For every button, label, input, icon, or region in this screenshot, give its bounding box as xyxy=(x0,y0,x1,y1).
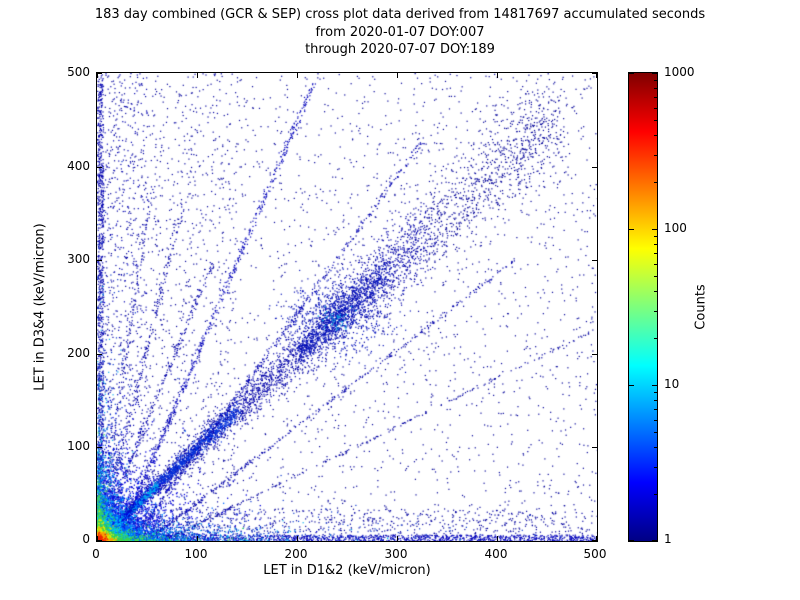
x-tick-label: 500 xyxy=(583,547,607,561)
y-tick xyxy=(97,540,102,541)
x-tick xyxy=(97,536,98,541)
colorbar-tick-label: 1000 xyxy=(664,65,695,79)
colorbar-minor-tick xyxy=(654,432,657,433)
y-tick xyxy=(97,73,102,74)
title-line-1: 183 day combined (GCR & SEP) cross plot … xyxy=(94,7,706,22)
x-tick-top xyxy=(97,73,98,78)
y-tick-label: 100 xyxy=(67,439,90,453)
y-tick-label: 0 xyxy=(82,532,90,546)
colorbar-minor-tick xyxy=(654,447,657,448)
x-tick xyxy=(197,536,198,541)
y-tick-label: 500 xyxy=(67,65,90,79)
colorbar-minor-tick xyxy=(654,97,657,98)
x-tick-top xyxy=(397,73,398,78)
y-tick-right xyxy=(592,260,597,261)
colorbar-minor-tick xyxy=(654,409,657,410)
y-tick-right xyxy=(592,73,597,74)
y-tick-label: 400 xyxy=(67,159,90,173)
colorbar-minor-tick xyxy=(654,311,657,312)
colorbar-minor-tick xyxy=(654,88,657,89)
title-line-2: from 2020-01-07 DOY:007 xyxy=(315,24,485,40)
x-tick-label: 100 xyxy=(184,547,208,561)
colorbar-minor-tick xyxy=(654,244,657,245)
colorbar-minor-tick xyxy=(654,338,657,339)
colorbar-label: Counts xyxy=(693,284,709,330)
y-tick xyxy=(97,167,102,168)
colorbar-tick-label: 1 xyxy=(664,532,672,546)
plot-title: 183 day combined (GCR & SEP) cross plot … xyxy=(0,6,800,59)
x-tick-top xyxy=(596,73,597,78)
colorbar-tick xyxy=(652,385,657,386)
colorbar-minor-tick xyxy=(654,236,657,237)
colorbar-tick-left xyxy=(629,229,634,230)
y-tick-right xyxy=(592,167,597,168)
colorbar-minor-tick xyxy=(654,155,657,156)
x-axis-label: LET in D1&2 (keV/micron) xyxy=(263,563,431,578)
y-tick-right xyxy=(592,447,597,448)
title-line-3: through 2020-07-07 DOY:189 xyxy=(305,42,495,57)
y-tick xyxy=(97,447,102,448)
x-tick xyxy=(297,536,298,541)
x-tick-label: 0 xyxy=(92,547,100,561)
y-tick xyxy=(97,260,102,261)
colorbar-minor-tick xyxy=(654,467,657,468)
x-tick-top xyxy=(497,73,498,78)
colorbar xyxy=(628,72,658,542)
colorbar-minor-tick xyxy=(654,400,657,401)
colorbar-tick xyxy=(652,229,657,230)
colorbar-minor-tick xyxy=(654,276,657,277)
colorbar-minor-tick xyxy=(654,135,657,136)
y-tick-label: 200 xyxy=(67,346,90,360)
x-tick-top xyxy=(297,73,298,78)
x-tick-label: 400 xyxy=(484,547,508,561)
colorbar-minor-tick xyxy=(654,253,657,254)
x-tick-label: 300 xyxy=(384,547,408,561)
colorbar-tick-left xyxy=(629,73,634,74)
y-tick xyxy=(97,354,102,355)
x-tick xyxy=(596,536,597,541)
colorbar-tick-label: 10 xyxy=(664,377,680,391)
colorbar-minor-tick xyxy=(654,108,657,109)
x-tick xyxy=(497,536,498,541)
x-tick xyxy=(397,536,398,541)
colorbar-minor-tick xyxy=(654,420,657,421)
scatter-canvas xyxy=(97,73,597,541)
y-tick-label: 300 xyxy=(67,252,90,266)
y-tick-right xyxy=(592,354,597,355)
colorbar-minor-tick xyxy=(654,182,657,183)
colorbar-tick xyxy=(652,540,657,541)
colorbar-minor-tick xyxy=(654,494,657,495)
colorbar-minor-tick xyxy=(654,392,657,393)
colorbar-tick-left xyxy=(629,385,634,386)
colorbar-tick xyxy=(652,73,657,74)
colorbar-minor-tick xyxy=(654,264,657,265)
colorbar-minor-tick xyxy=(654,120,657,121)
plot-area xyxy=(96,72,598,542)
y-axis-label: LET in D3&4 (keV/micron) xyxy=(32,223,48,391)
colorbar-minor-tick xyxy=(654,291,657,292)
colorbar-tick-label: 100 xyxy=(664,221,687,235)
colorbar-tick-left xyxy=(629,540,634,541)
x-tick-top xyxy=(197,73,198,78)
y-tick-right xyxy=(592,540,597,541)
x-tick-label: 200 xyxy=(284,547,308,561)
colorbar-minor-tick xyxy=(654,80,657,81)
